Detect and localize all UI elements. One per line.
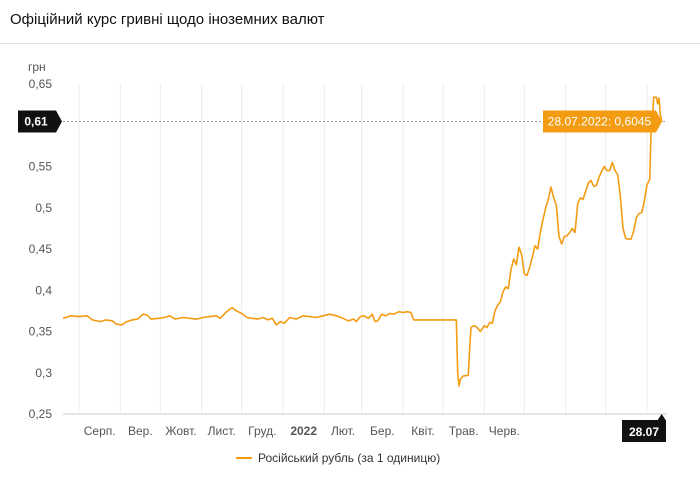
y-tick-label: 0,5 (35, 201, 52, 215)
crosshair-y-label-text: 0,61 (24, 115, 48, 129)
x-tick-label: Трав. (449, 424, 479, 438)
x-tick-label: Черв. (489, 424, 520, 438)
crosshair-x-label: 28.07 (622, 414, 666, 442)
legend[interactable]: Російський рубль (за 1 одиницю) (236, 451, 440, 465)
tooltip: 28.07.2022: 0,6045 (543, 110, 662, 133)
page-title: Офіційний курс гривні щодо іноземних вал… (10, 11, 325, 28)
x-tick-label: Серп. (84, 424, 116, 438)
header: Офіційний курс гривні щодо іноземних вал… (0, 0, 700, 44)
overlay-labels: 0,61 28.07.2022: 0,6045 28.07 (18, 110, 666, 442)
x-tick-label: Лют. (331, 424, 355, 438)
series-line-russian-ruble[interactable] (62, 96, 663, 387)
y-tick-label: 0,45 (29, 242, 53, 256)
y-tick-label: 0,3 (35, 366, 52, 380)
line-chart[interactable]: грн 0,250,30,350,40,450,50,550,60,65 Сер… (0, 44, 700, 475)
tooltip-background (543, 110, 662, 133)
x-tick-label: Бер. (370, 424, 395, 438)
x-tick-label: Груд. (248, 424, 276, 438)
x-axis: Серп. Вер. Жовт. Лист. Груд. 2022 Лют. Бер. Квіт… (84, 424, 520, 438)
y-tick-label: 0,4 (35, 283, 52, 297)
legend-label[interactable]: Російський рубль (за 1 одиницю) (258, 451, 440, 465)
crosshair-y-label-background (18, 110, 62, 133)
y-tick-label: 0,35 (29, 325, 53, 339)
chart-container: грн 0,250,30,350,40,450,50,550,60,65 Сер… (0, 44, 700, 475)
y-tick-label: 0,65 (29, 77, 53, 91)
crosshair-x-label-background (622, 414, 666, 442)
tooltip-text: 28.07.2022: 0,6045 (548, 115, 652, 129)
x-tick-label: Вер. (128, 424, 153, 438)
y-tick-label: 0,25 (29, 407, 53, 421)
vertical-grid (78, 84, 648, 414)
x-tick-label: 2022 (290, 424, 317, 438)
crosshair-x-label-text: 28.07 (629, 425, 659, 439)
y-axis-unit-label: грн (28, 60, 46, 74)
x-tick-label: Лист. (208, 424, 236, 438)
crosshair-y-label: 0,61 (18, 110, 62, 133)
y-tick-label: 0,55 (29, 160, 53, 174)
x-tick-label: Жовт. (165, 424, 196, 438)
x-tick-label: Квіт. (411, 424, 435, 438)
